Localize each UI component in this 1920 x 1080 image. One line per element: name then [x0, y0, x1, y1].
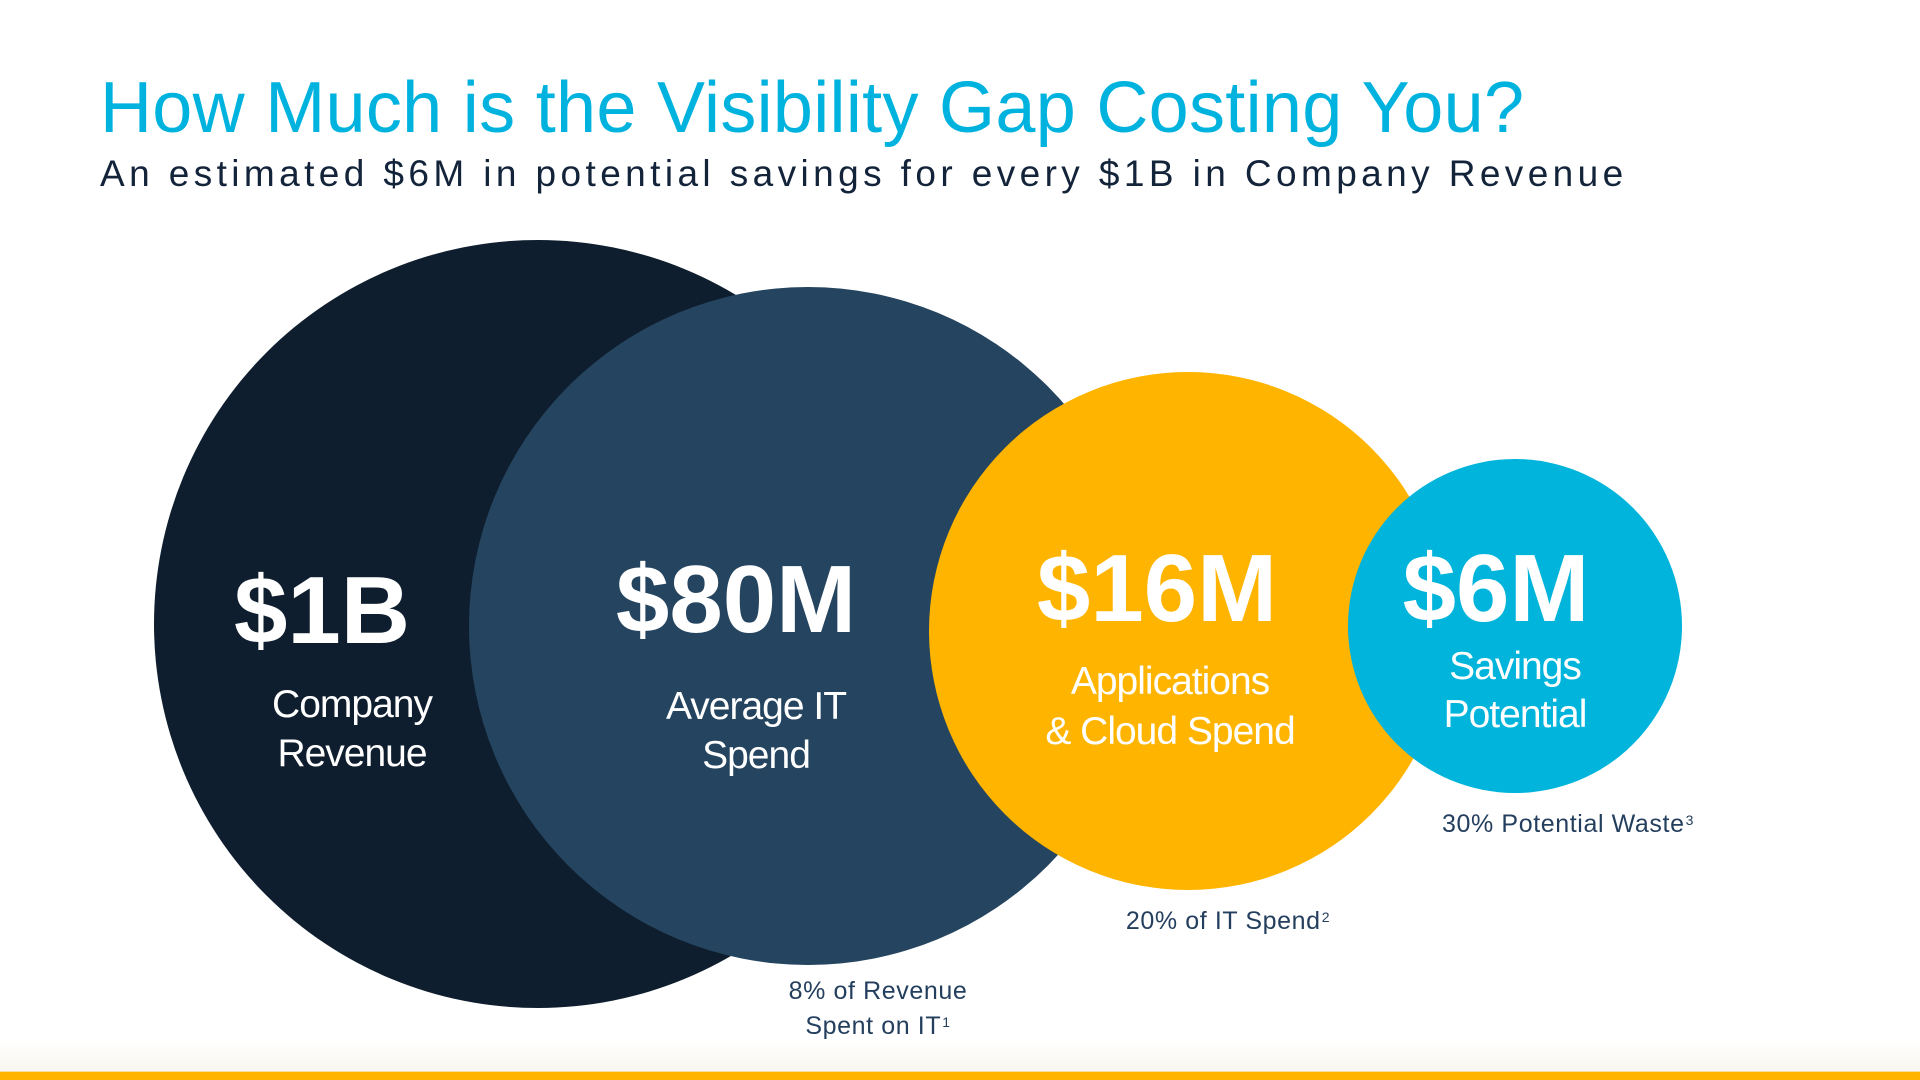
cloud-spend-value: $16M — [1036, 535, 1278, 642]
it-spend-label-line-2: Spend — [702, 734, 811, 777]
bottom-accent-bar — [0, 1071, 1920, 1080]
it-spend-note-line-2: Spent on IT1 — [758, 1009, 998, 1044]
footnote-marker-2: 2 — [1321, 909, 1331, 925]
slide-subtitle: An estimated $6M in potential savings fo… — [100, 153, 1628, 194]
footnote-marker-3: 3 — [1685, 812, 1694, 828]
bottom-shadow — [0, 1040, 1920, 1072]
savings-potential-label-line-2: Potential — [1443, 693, 1588, 736]
savings-potential-note: 30% Potential Waste3 — [1418, 807, 1718, 842]
cloud-spend-note: 20% of IT Spend2 — [1098, 904, 1358, 939]
slide-title: How Much is the Visibility Gap Costing Y… — [100, 68, 1525, 148]
it-spend-value: $80M — [615, 546, 857, 653]
cloud-spend-note-text: 20% of IT Spend — [1125, 907, 1321, 935]
footnote-marker-1: 1 — [942, 1014, 951, 1030]
company-revenue-label-line-1: Company — [272, 683, 433, 726]
cloud-spend-label-line-1: Applications — [1070, 660, 1270, 703]
savings-potential-circle — [1348, 459, 1682, 793]
it-spend-note-line-1: 8% of Revenue — [788, 977, 968, 1005]
cloud-spend-label-line-2: & Cloud Spend — [1045, 710, 1295, 753]
company-revenue-label-line-2: Revenue — [277, 732, 427, 775]
it-spend-note-text: Spent on IT — [805, 1012, 942, 1040]
savings-potential-note-text: 30% Potential Waste — [1442, 810, 1685, 838]
savings-potential-label-line-1: Savings — [1449, 645, 1582, 688]
company-revenue-value: $1B — [233, 557, 411, 664]
savings-potential-value: $6M — [1402, 535, 1590, 642]
it-spend-label-line-1: Average IT — [665, 685, 847, 728]
